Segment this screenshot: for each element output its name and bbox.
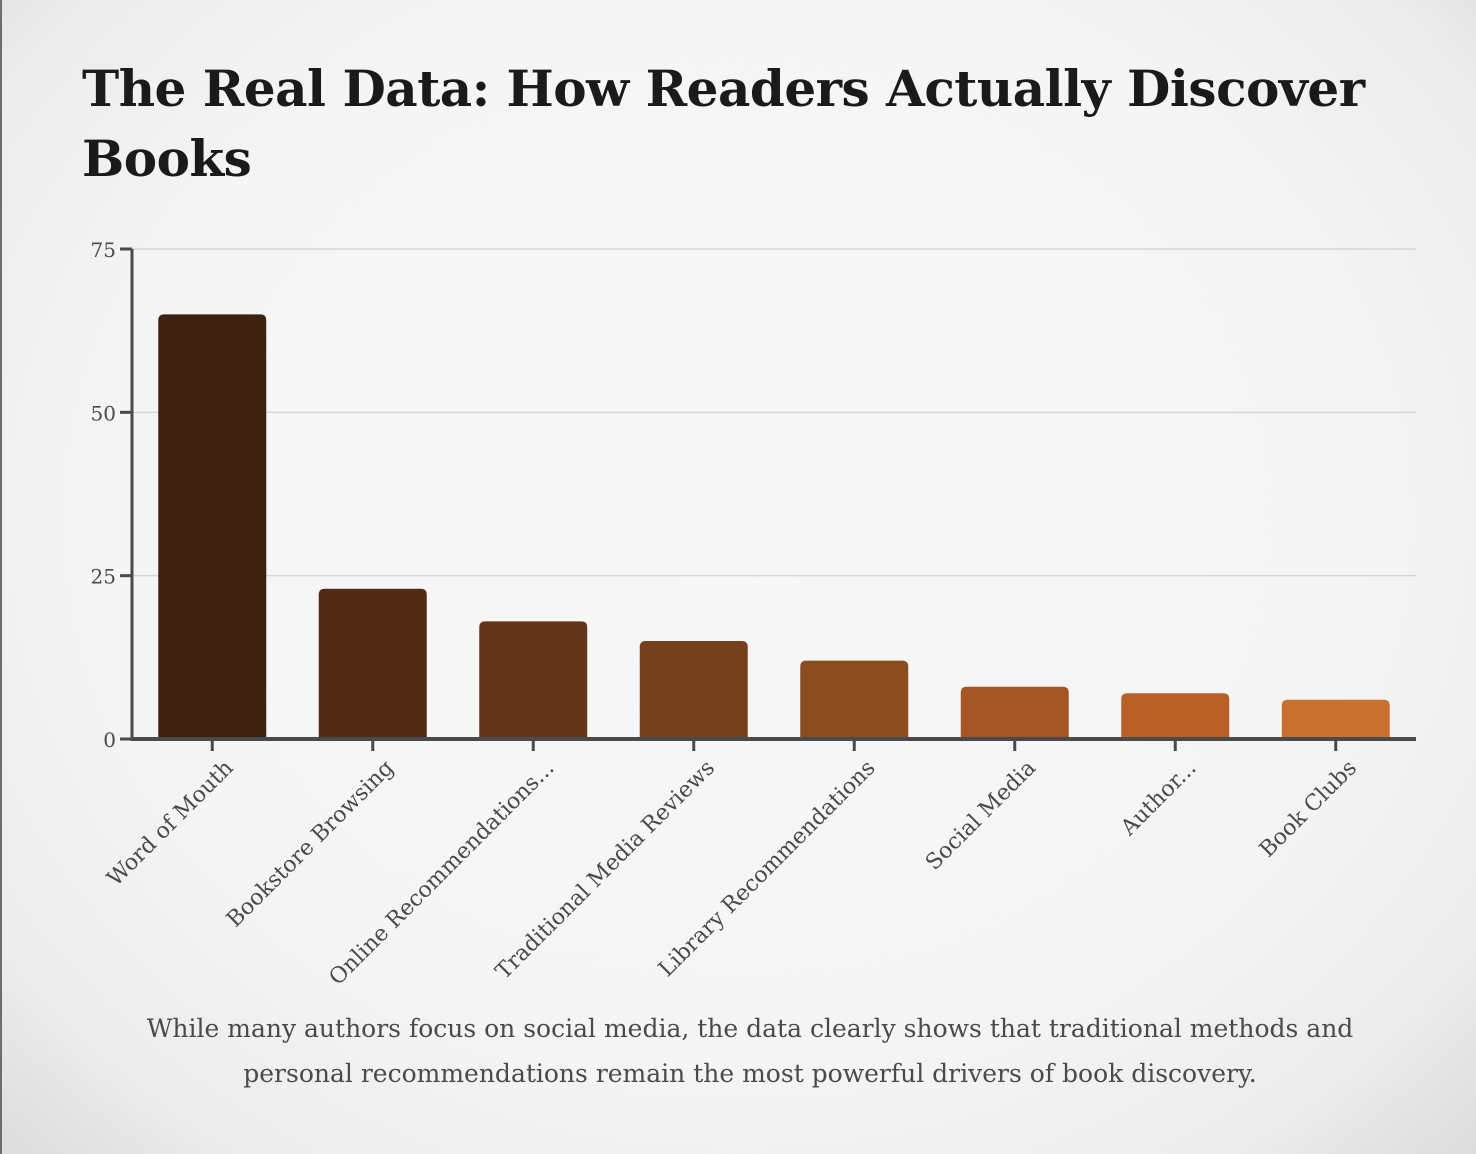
x-tick-label: Social Media	[921, 756, 1041, 876]
x-tick-label: Word of Mouth	[103, 756, 239, 892]
axes	[120, 247, 1416, 751]
bars	[158, 314, 1390, 739]
chart-caption: While many authors focus on social media…	[146, 1014, 1354, 1088]
chart-title: The Real Data: How Readers Actually Disc…	[82, 59, 1365, 188]
bar-book-clubs	[1281, 699, 1390, 739]
x-tick-label: Author...	[1116, 756, 1202, 842]
y-tick-label: 50	[91, 401, 116, 425]
y-tick-label: 25	[91, 565, 116, 589]
bar-traditional-media-reviews	[639, 641, 748, 739]
x-tick-label: Book Clubs	[1255, 756, 1362, 863]
gridlines	[132, 248, 1416, 577]
bar-author	[1121, 693, 1230, 739]
x-tick-label: Bookstore Browsing	[222, 756, 399, 933]
bar-online-recommendations	[479, 621, 588, 739]
bar-social-media	[960, 686, 1069, 739]
bar-bookstore-browsing	[318, 588, 427, 739]
bar-word-of-mouth	[158, 314, 267, 739]
bar-library-recommendations	[800, 660, 909, 739]
y-tick-label: 0	[103, 728, 116, 752]
y-tick-label: 75	[91, 238, 116, 262]
